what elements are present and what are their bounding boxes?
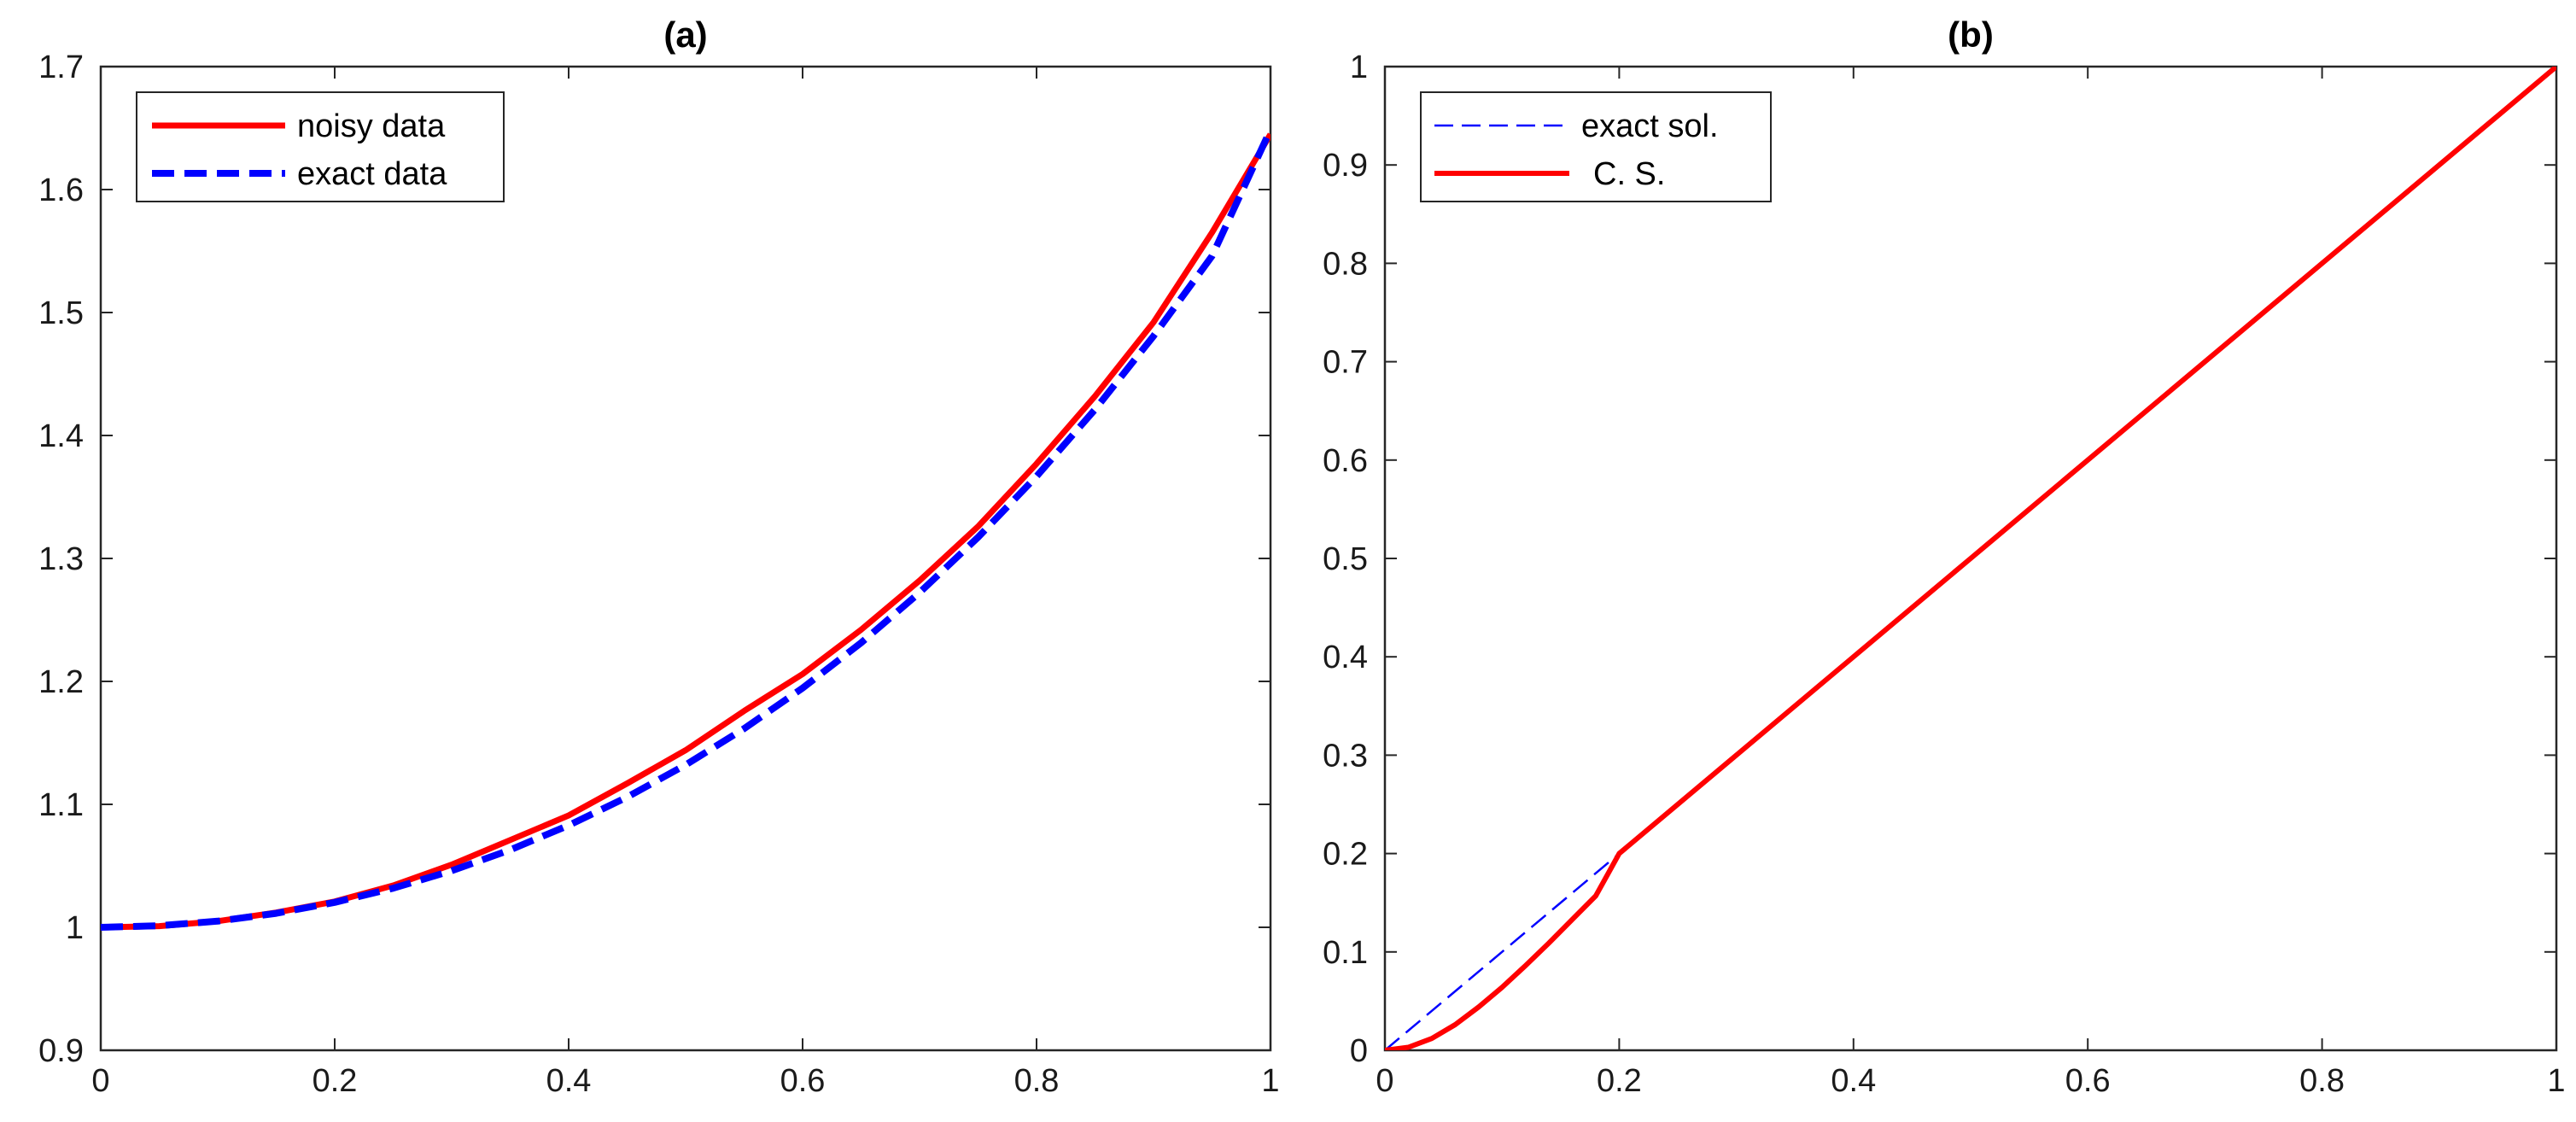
y-tick-label: 0.1 bbox=[1323, 935, 1368, 971]
y-tick-label: 0.4 bbox=[1323, 640, 1368, 675]
x-tick-label: 0.2 bbox=[1597, 1063, 1642, 1099]
y-tick-label: 1 bbox=[1350, 50, 1368, 85]
legend-label-exact-sol: exact sol. bbox=[1581, 108, 1719, 144]
y-tick-label: 1 bbox=[66, 910, 84, 946]
y-tick-label: 0.2 bbox=[1323, 837, 1368, 873]
y-tick-label: 1.3 bbox=[38, 541, 84, 577]
x-tick-label: 0.6 bbox=[2065, 1063, 2111, 1099]
series-line-c-s bbox=[1385, 67, 2556, 1050]
y-tick-label: 0.9 bbox=[38, 1033, 84, 1069]
series-layer-b bbox=[1385, 67, 2556, 1050]
x-tick-label: 1 bbox=[2547, 1063, 2565, 1099]
legend-label-exact-data: exact data bbox=[297, 156, 447, 192]
y-tick-label: 0.6 bbox=[1323, 443, 1368, 479]
y-tick-label: 0.3 bbox=[1323, 738, 1368, 774]
legend-box-b bbox=[1420, 91, 1772, 202]
chart-title-b: (b) bbox=[1948, 15, 1994, 55]
y-tick-label: 1.1 bbox=[38, 787, 84, 823]
y-tick-label: 1.2 bbox=[38, 664, 84, 700]
y-tick-label: 0.8 bbox=[1323, 246, 1368, 282]
legend-label-noisy-data: noisy data bbox=[297, 108, 446, 144]
y-tick-label: 1.5 bbox=[38, 295, 84, 331]
plot-frame-a bbox=[99, 65, 1272, 1052]
axis-ticks-b: 0 0.2 0.4 0.6 0.8 1 0 0.1 0.2 0.3 0.4 0.5 0.6 0.7 0.8 0… bbox=[1323, 50, 2565, 1099]
y-tick-label: 1.4 bbox=[38, 418, 84, 454]
series-line-exact-data bbox=[101, 128, 1270, 931]
y-tick-label: 0 bbox=[1350, 1033, 1368, 1069]
chart-panel-b: (b) 0 0.2 0.4 0.6 0.8 1 0 0.1 0.2 0.3 0.4 0.5 0.6 0.7… bbox=[1323, 15, 2565, 1099]
x-tick-label: 0.4 bbox=[546, 1063, 592, 1099]
y-tick-label: 1.6 bbox=[38, 172, 84, 208]
axis-ticks-a: 0 0.2 0.4 0.6 0.8 1 0.9 1 1.1 1.2 1.3 1.4 1.5 1.6 1.7 bbox=[38, 50, 1279, 1099]
x-tick-label: 0 bbox=[91, 1063, 109, 1099]
x-tick-label: 0.2 bbox=[313, 1063, 358, 1099]
chart-title-a: (a) bbox=[663, 15, 707, 55]
chart-panel-a: (a) 0 0.2 0.4 0.6 0.8 1 0.9 1 1.1 1.2 1.3 1.4 1.5 1.6… bbox=[38, 15, 1279, 1099]
x-tick-label: 0.4 bbox=[1831, 1063, 1876, 1099]
legend-a: noisy data exact data bbox=[136, 91, 505, 202]
legend-box-a bbox=[136, 91, 505, 202]
x-tick-label: 0.8 bbox=[2299, 1063, 2345, 1099]
legend-label-cs: C. S. bbox=[1593, 156, 1665, 192]
y-tick-label: 0.7 bbox=[1323, 345, 1368, 381]
series-layer-a bbox=[101, 128, 1270, 931]
x-tick-label: 0.8 bbox=[1014, 1063, 1060, 1099]
x-tick-label: 0 bbox=[1376, 1063, 1393, 1099]
y-tick-label: 0.9 bbox=[1323, 148, 1368, 184]
x-tick-label: 0.6 bbox=[780, 1063, 826, 1099]
legend-b: exact sol. C. S. bbox=[1420, 91, 1772, 202]
y-tick-label: 0.5 bbox=[1323, 541, 1368, 577]
x-tick-label: 1 bbox=[1261, 1063, 1279, 1099]
y-tick-label: 1.7 bbox=[38, 50, 84, 85]
